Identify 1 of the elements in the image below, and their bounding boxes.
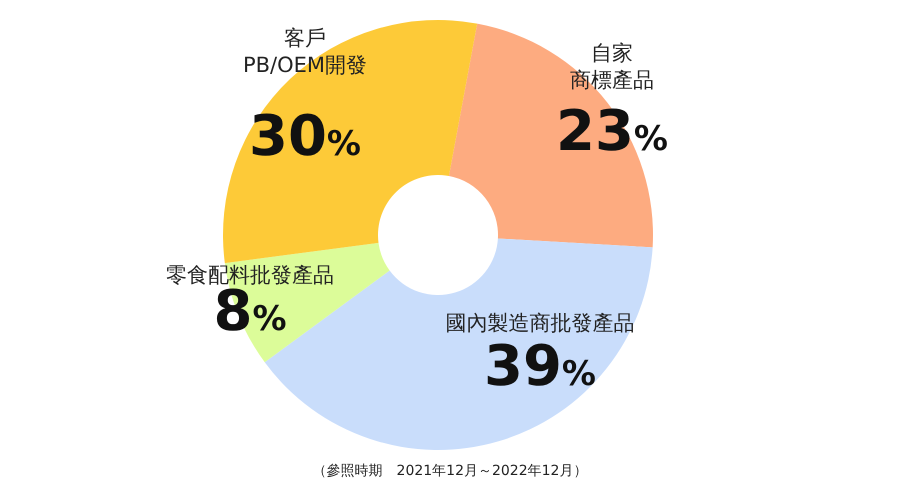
text: （參照時期 2021年12月～2022年12月） — [312, 463, 588, 479]
